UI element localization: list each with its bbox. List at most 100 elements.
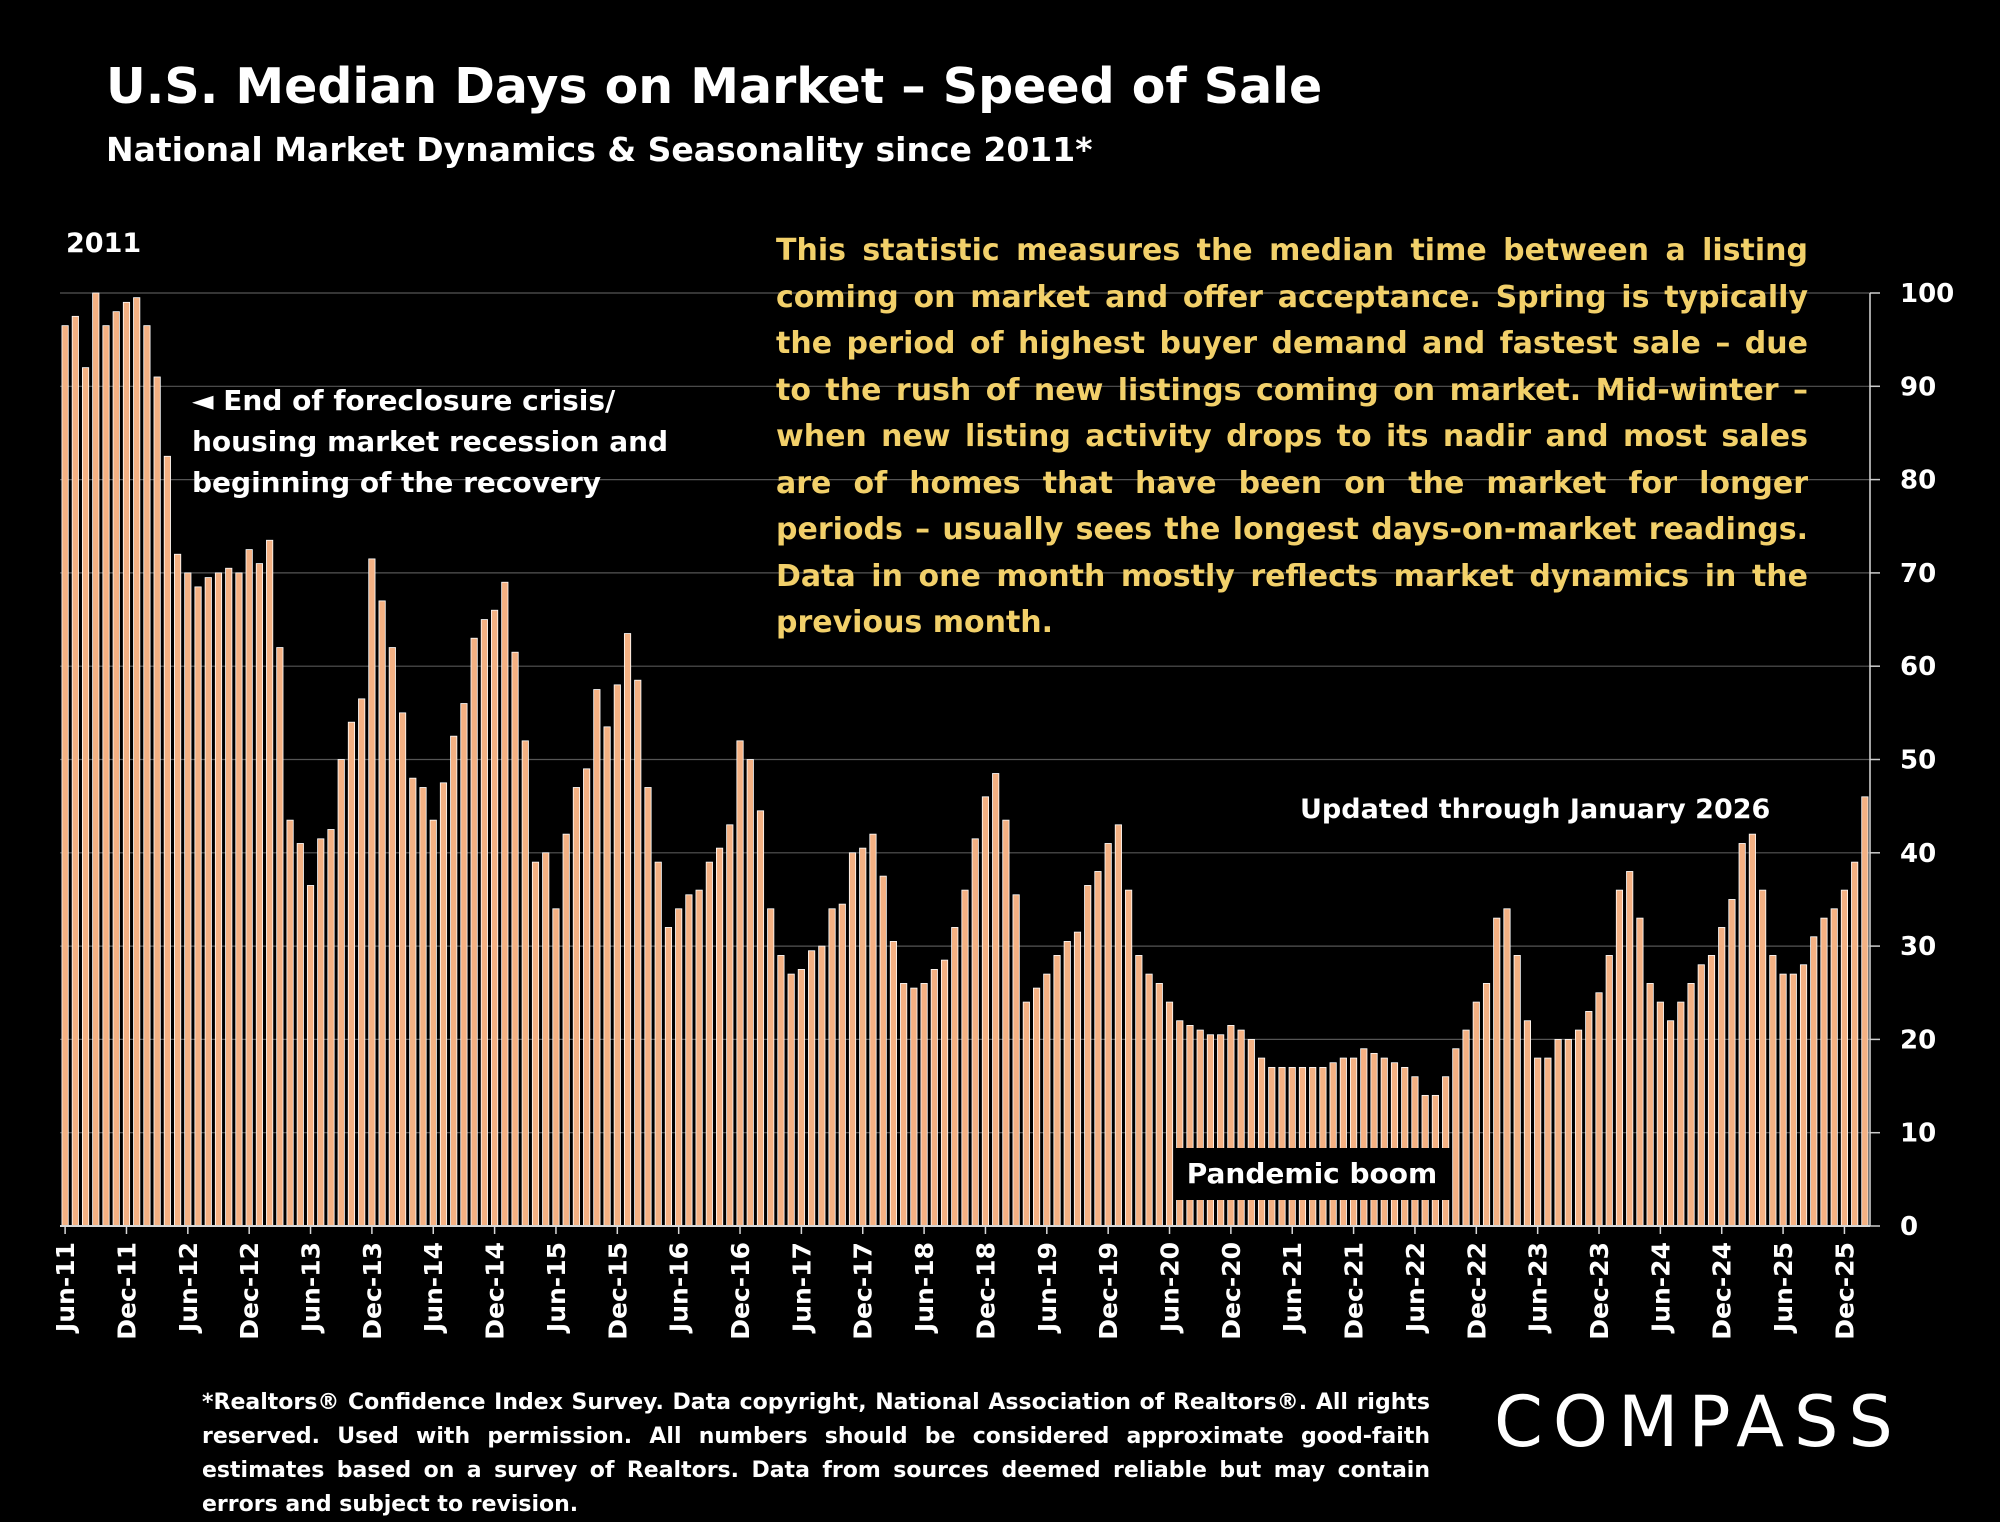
- bar: [450, 735, 458, 1227]
- bar: [1339, 1057, 1347, 1227]
- x-tick-label: Jun-16: [665, 1242, 694, 1334]
- bar: [337, 759, 345, 1227]
- bar: [255, 563, 263, 1227]
- x-tick-label: Dec-15: [603, 1242, 632, 1340]
- bar: [470, 637, 478, 1227]
- y-tick-label: 30: [1900, 932, 1936, 962]
- bar: [726, 824, 734, 1227]
- x-tick-label: Dec-25: [1830, 1242, 1859, 1340]
- bar: [1104, 843, 1112, 1227]
- bar: [1667, 1020, 1675, 1227]
- y-tick-label: 70: [1900, 559, 1936, 589]
- chart-subtitle: National Market Dynamics & Seasonality s…: [106, 130, 1093, 169]
- bar: [122, 301, 131, 1227]
- bar: [1472, 1001, 1480, 1227]
- foreclosure-line-1: ◄ End of foreclosure crisis/: [192, 380, 668, 421]
- bar: [1554, 1039, 1562, 1227]
- bar: [1759, 889, 1767, 1227]
- bar: [174, 553, 182, 1227]
- bar: [439, 782, 448, 1227]
- bar: [848, 852, 857, 1227]
- y-tick-label: 50: [1900, 746, 1936, 776]
- y-tick-label: 80: [1900, 466, 1936, 496]
- bar: [736, 740, 744, 1227]
- x-tick-label: Dec-13: [358, 1242, 387, 1340]
- bar: [1595, 992, 1603, 1227]
- bar: [552, 908, 560, 1227]
- bar: [685, 894, 693, 1227]
- bar: [746, 759, 754, 1227]
- bar: [1002, 819, 1010, 1227]
- bar: [920, 983, 928, 1227]
- bar: [1462, 1029, 1470, 1227]
- bar: [1697, 964, 1705, 1227]
- bar: [429, 819, 437, 1227]
- bar: [777, 955, 785, 1227]
- bar: [1135, 955, 1143, 1227]
- bar: [542, 852, 550, 1227]
- bar: [276, 647, 284, 1227]
- bar: [194, 586, 202, 1227]
- bar: [1544, 1057, 1552, 1227]
- bar: [767, 908, 775, 1227]
- bar: [1861, 796, 1869, 1227]
- bar: [1155, 983, 1163, 1227]
- bar: [603, 726, 611, 1227]
- bar: [1401, 1066, 1409, 1227]
- y-tick-label: 100: [1900, 279, 1954, 309]
- foreclosure-text-1: End of foreclosure crisis/: [223, 384, 616, 417]
- left-arrow-icon: ◄: [192, 384, 214, 417]
- bar: [1503, 908, 1511, 1227]
- bar: [163, 455, 171, 1227]
- x-tick-label: Jun-12: [174, 1242, 203, 1334]
- bar: [214, 572, 223, 1227]
- bar: [1084, 885, 1092, 1227]
- bar: [838, 903, 846, 1227]
- bar: [409, 777, 417, 1227]
- explanation-note: This statistic measures the median time …: [776, 233, 1808, 640]
- bar: [1493, 917, 1501, 1227]
- bar: [1605, 955, 1613, 1227]
- bar: [480, 619, 488, 1227]
- bar: [1482, 983, 1491, 1227]
- x-tick-label: Dec-21: [1340, 1242, 1369, 1340]
- bar: [184, 572, 192, 1227]
- bar: [1728, 899, 1736, 1227]
- bar: [828, 908, 836, 1227]
- bar: [531, 861, 540, 1227]
- bar: [1125, 889, 1133, 1227]
- chart-title: U.S. Median Days on Market – Speed of Sa…: [106, 58, 1323, 115]
- footnote: *Realtors® Confidence Index Survey. Data…: [202, 1390, 1430, 1517]
- bar: [358, 698, 366, 1227]
- y-tick-label: 10: [1900, 1119, 1936, 1149]
- axes: 0 10 20 30 40 50 60 70 80 90 100 Jun-11 Dec-11 Jun-12…: [51, 279, 1954, 1340]
- bar: [419, 787, 427, 1227]
- bar: [143, 325, 151, 1227]
- bar: [1319, 1066, 1327, 1227]
- bar: [900, 983, 908, 1227]
- bar: [266, 539, 274, 1227]
- bar: [1585, 1011, 1593, 1227]
- bar: [808, 950, 816, 1227]
- bar: [235, 572, 243, 1227]
- bar: [664, 927, 673, 1227]
- bar: [102, 325, 110, 1227]
- bar: [981, 796, 990, 1227]
- bar: [501, 581, 509, 1227]
- bar: [1707, 955, 1716, 1227]
- bar: [1574, 1029, 1583, 1227]
- x-tick-label: Jun-20: [1156, 1242, 1185, 1334]
- bar: [1810, 936, 1818, 1227]
- bar: [1513, 955, 1521, 1227]
- bar: [1636, 917, 1644, 1227]
- bar: [695, 889, 703, 1227]
- y-tick-label: 90: [1900, 372, 1936, 402]
- bar: [869, 833, 877, 1227]
- x-tick-label: Dec-12: [235, 1242, 264, 1340]
- x-tick-label: Jun-25: [1769, 1242, 1798, 1334]
- y-tick-label: 60: [1900, 652, 1936, 682]
- bar: [1523, 1020, 1532, 1227]
- bar: [1390, 1062, 1399, 1227]
- bar: [1779, 973, 1787, 1227]
- x-tick-label: Jun-23: [1524, 1242, 1553, 1334]
